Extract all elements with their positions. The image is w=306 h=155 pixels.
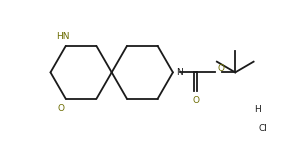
Text: N: N xyxy=(177,68,183,77)
Text: O: O xyxy=(58,104,65,113)
Text: Cl: Cl xyxy=(259,124,268,133)
Text: O: O xyxy=(218,64,225,73)
Text: H: H xyxy=(254,105,260,114)
Text: HN: HN xyxy=(57,32,70,41)
Text: O: O xyxy=(192,96,199,105)
